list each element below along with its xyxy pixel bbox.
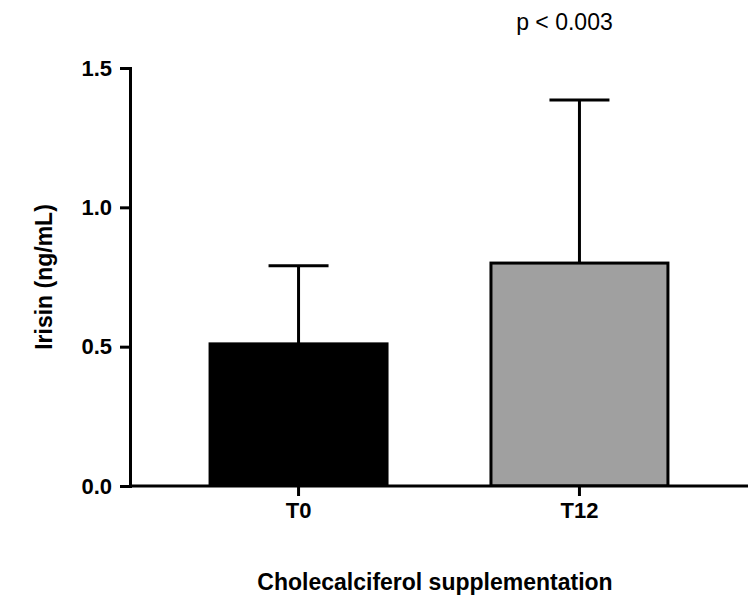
y-axis-line [120,69,131,487]
error-bar [549,100,609,263]
x-tick: T0 [286,486,312,523]
plot-area [210,100,668,486]
y-tick: 0.0 [81,474,130,499]
x-axis-title: Cholecalciferol supplementation [257,569,612,595]
x-tick-mark [297,486,300,496]
x-tick-label: T12 [560,498,598,523]
y-tick: 1.5 [81,56,130,81]
y-tick-label: 0.5 [81,334,112,359]
y-tick-label: 1.0 [81,195,112,220]
bar [491,263,668,486]
y-tick-mark [120,346,130,349]
x-axis-line [130,485,748,488]
error-bar-stem [578,100,581,263]
x-tick-mark [578,486,581,496]
x-tick: T12 [560,486,598,523]
y-tick: 1.0 [81,195,130,220]
error-bar [269,266,329,344]
y-tick-mark [120,485,130,488]
bar [210,344,387,486]
y-tick-label: 0.0 [81,474,112,499]
error-bar-cap [549,99,609,102]
annotation: p < 0.003 [516,9,613,35]
y-tick-mark [120,206,130,209]
y-axis-title: Irisin (ng/mL) [31,204,57,350]
error-bar-cap [269,264,329,267]
y-tick-mark [120,67,130,70]
y-tick: 0.5 [81,334,130,359]
y-tick-label: 1.5 [81,56,112,81]
chart: 0.0 0.5 1.0 1.5 T0 T12 Irisin (ng/mL) Cholecalc… [0,0,756,616]
x-tick-label: T0 [286,498,312,523]
y-axis: 0.0 0.5 1.0 1.5 [81,56,130,499]
error-bar-stem [297,266,300,344]
x-axis: T0 T12 [130,486,748,523]
